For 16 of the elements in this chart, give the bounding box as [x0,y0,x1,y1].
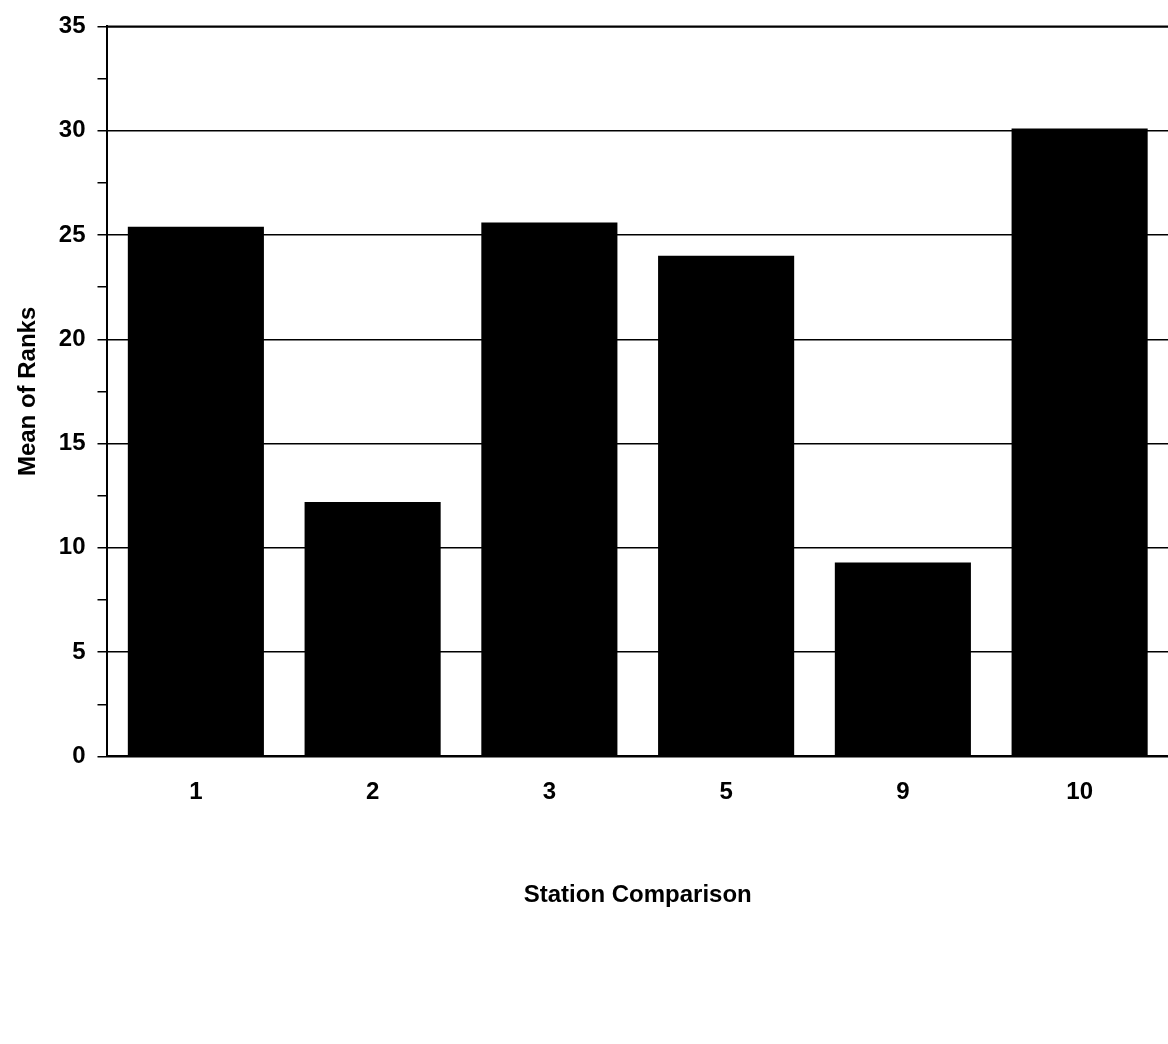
y-tick-label: 20 [58,323,86,351]
y-tick-label: 35 [58,11,86,39]
y-tick-label: 15 [58,428,86,456]
x-axis-title: Station Comparison [523,880,752,908]
x-tick-label: 2 [365,777,380,805]
y-tick-label: 30 [58,115,86,143]
y-tick-label: 25 [58,219,86,247]
x-tick-label: 1 [189,777,203,805]
y-axis-title: Mean of Ranks [13,306,41,477]
x-tick-label: 9 [896,777,910,805]
y-tick-label: 10 [58,532,86,560]
y-tick-label: 5 [72,636,86,664]
y-tick-label: 0 [72,741,86,769]
x-tick-label: 3 [542,777,557,805]
x-tick-label: 5 [719,777,733,805]
x-tick-label: 10 [1066,777,1093,805]
